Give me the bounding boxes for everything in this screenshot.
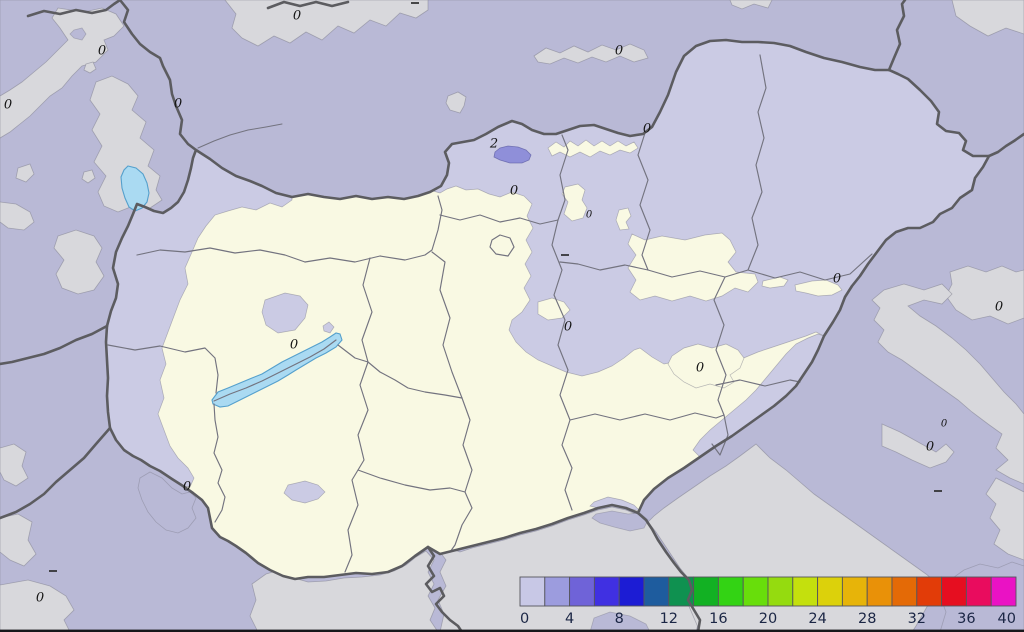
legend-tick-label: 8 [615,611,624,627]
legend-tick-label: 24 [808,611,826,627]
border-cz-sk [266,0,350,10]
legend-cell [643,576,670,607]
county-borders [107,54,873,573]
legend-cell [891,576,918,607]
river-lines [197,123,283,149]
legend-cell [866,576,893,607]
lake-ferto [120,165,150,212]
legend-colorbar: 0 4 8 12 16 20 24 28 32 36 40 [519,576,1017,627]
map-bottom-frame [0,629,1024,632]
border-rs-hr-over-legend [636,511,702,632]
contour-label: 0 [293,9,301,24]
contour-label: 0 [941,419,948,430]
border-at-si [0,324,109,366]
contour-label: 0 [586,210,593,221]
legend-tick-label: 12 [660,611,678,627]
legend-cell [792,576,819,607]
border-hr-rs-danube [424,545,464,632]
legend-cell [569,576,595,607]
legend-cell [742,576,769,607]
contour-label: 0 [290,338,298,353]
contour-label: 0 [833,272,841,287]
legend-tick-label: 40 [998,611,1016,627]
legend-cell [916,576,943,607]
precip-2mm-blob [493,145,532,164]
legend-cell [618,576,645,607]
legend-tick-label: 20 [759,611,777,627]
legend-tick-label: 28 [858,611,876,627]
contour-label: 0 [510,184,518,199]
border-cz-at [26,0,122,18]
contour-label: 0 [696,361,704,376]
legend-cell [767,576,794,607]
contour-label: 0 [4,98,12,113]
legend-tick-label: 32 [908,611,926,627]
border-sk-ua [887,0,907,72]
legend-cell [841,576,868,607]
legend-cell [717,576,744,607]
contour-label: 0 [98,44,106,59]
legend-cell [941,576,967,607]
legend-tick-label: 36 [957,611,975,627]
contour-label: 0 [564,320,572,335]
contour-label: 0 [643,122,651,137]
contour-label: 0 [926,440,934,455]
legend-cell [593,576,620,607]
contour-label: 2 [489,137,498,152]
legend-tick-label: 0 [520,611,529,627]
border-si-hr [0,426,112,520]
cream-holes [537,139,843,389]
legend-cell [519,576,546,607]
hungary-border [104,38,991,581]
border-morava [118,0,198,152]
contour-label: 0 [615,44,623,59]
border-ua-ro [987,132,1024,158]
legend-cell [817,576,843,607]
legend-cell [990,576,1017,607]
legend-cell [544,576,571,607]
legend-tick-label: 4 [565,611,574,627]
contour-label: 0 [183,480,191,495]
legend-cell [965,576,992,607]
legend-tick-label: 16 [709,611,727,627]
legend-cell [693,576,719,607]
contour-label: 0 [36,591,44,606]
contour-label: 0 [174,97,182,112]
contour-label: 0 [995,300,1003,315]
